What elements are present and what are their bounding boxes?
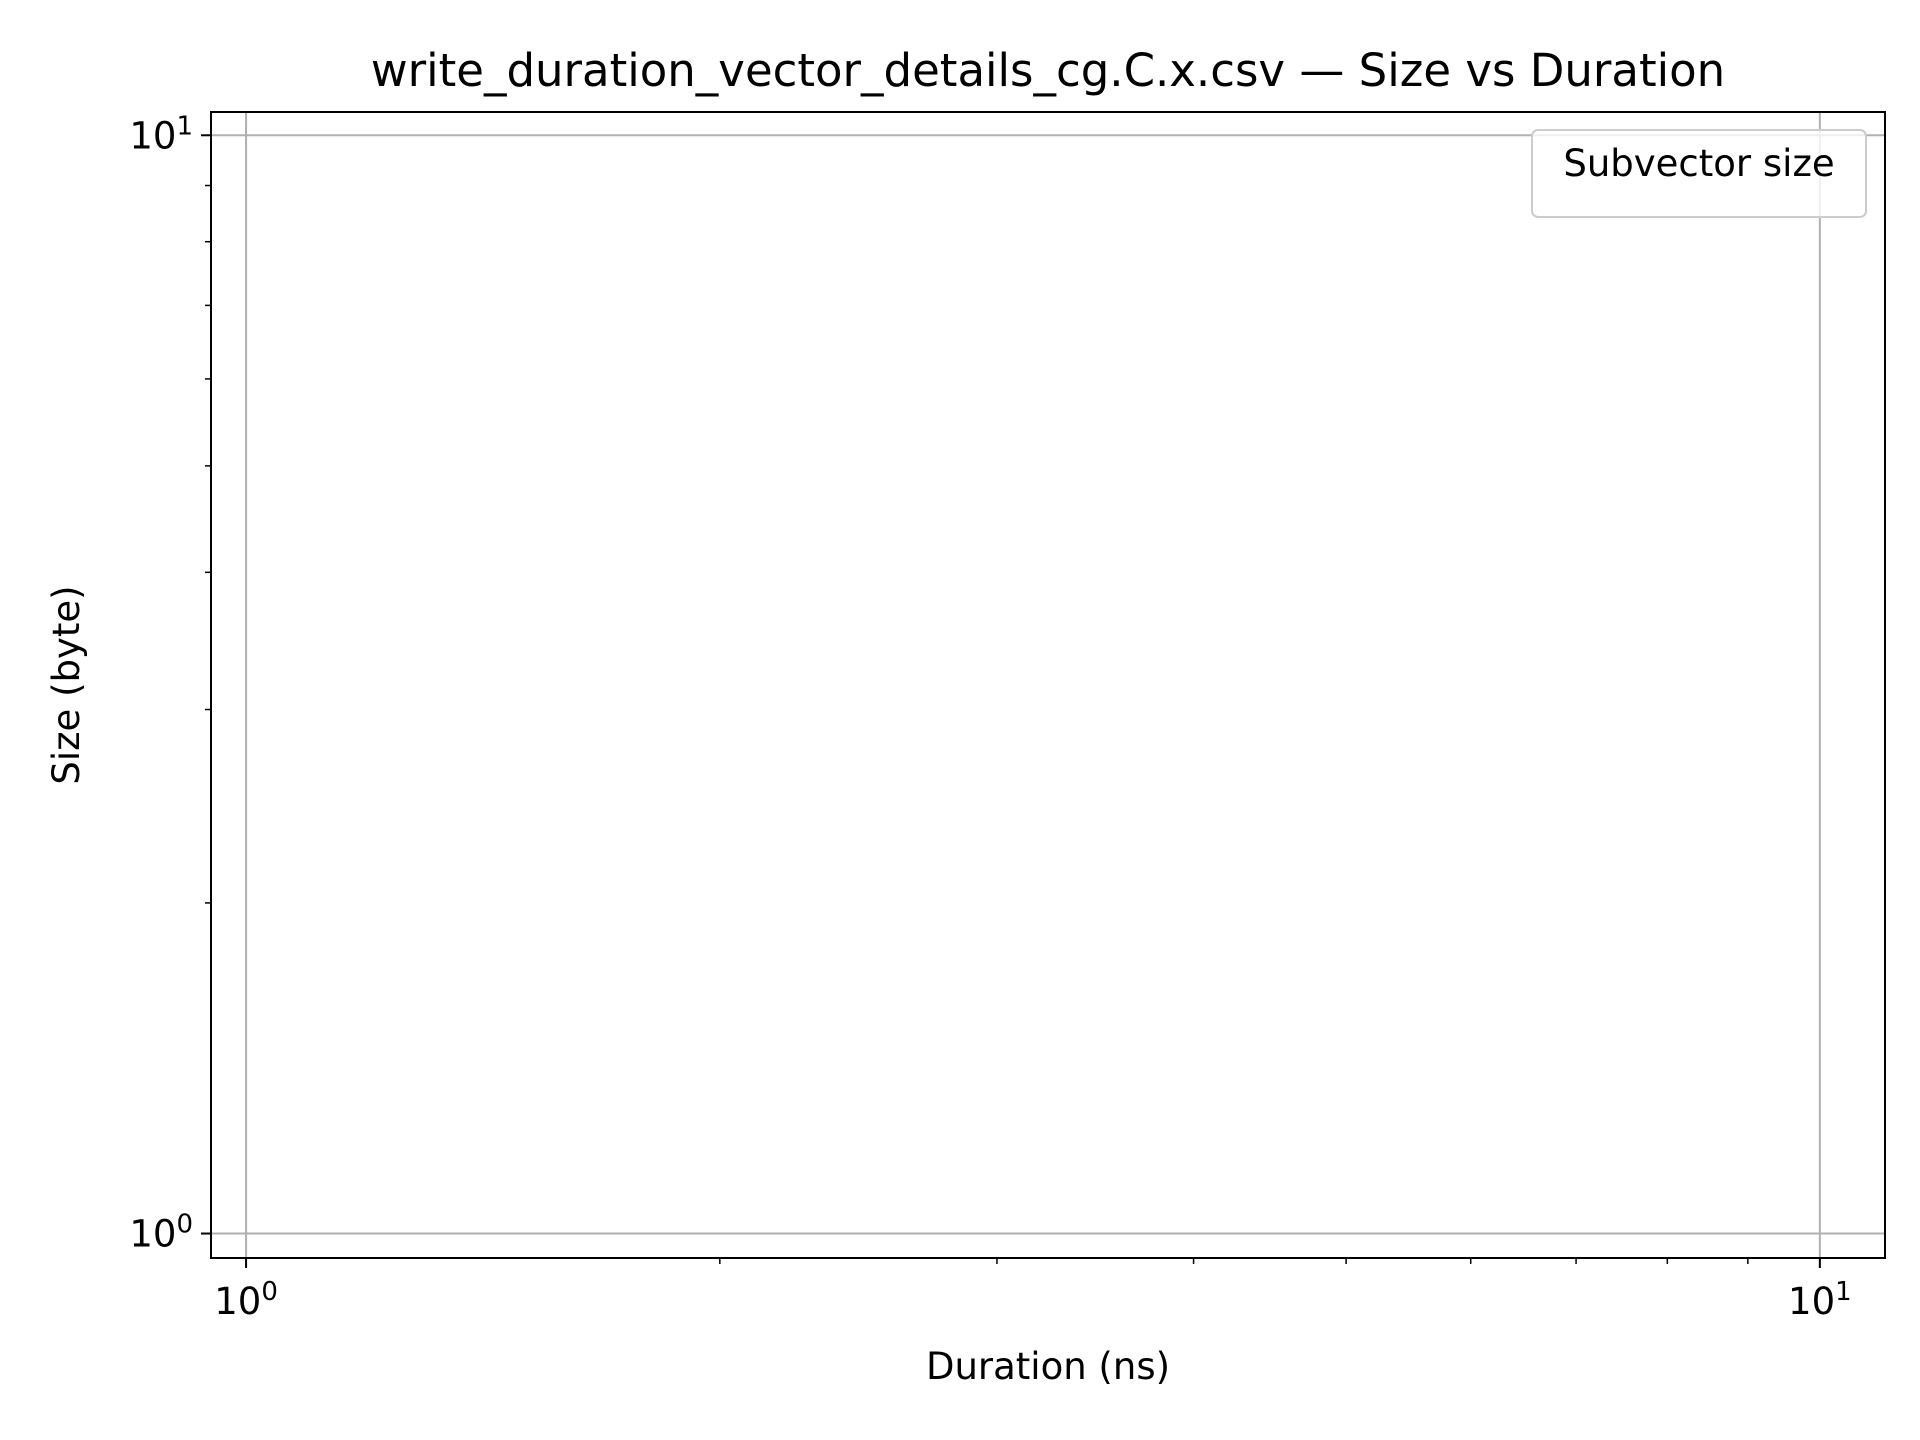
grid <box>211 112 1885 1258</box>
plot-frame <box>210 111 1886 1259</box>
legend-box <box>1531 129 1867 218</box>
y-axis-label: Size (byte) <box>45 585 88 784</box>
legend-title: Subvector size <box>1563 142 1834 185</box>
x-tick-label: 101 <box>1788 1277 1852 1323</box>
y-tick-labels: 100 101 <box>129 111 193 1255</box>
y-tick-label: 101 <box>129 111 193 157</box>
chart-title: write_duration_vector_details_cg.C.x.csv… <box>371 44 1725 97</box>
y-tick-label: 100 <box>129 1210 193 1256</box>
x-axis-label: Duration (ns) <box>926 1345 1170 1388</box>
x-tick-labels: 100 101 <box>214 1277 1851 1323</box>
x-tick-label: 100 <box>214 1277 278 1323</box>
legend: Subvector size <box>1531 129 1867 218</box>
major-ticks <box>201 134 1821 1268</box>
